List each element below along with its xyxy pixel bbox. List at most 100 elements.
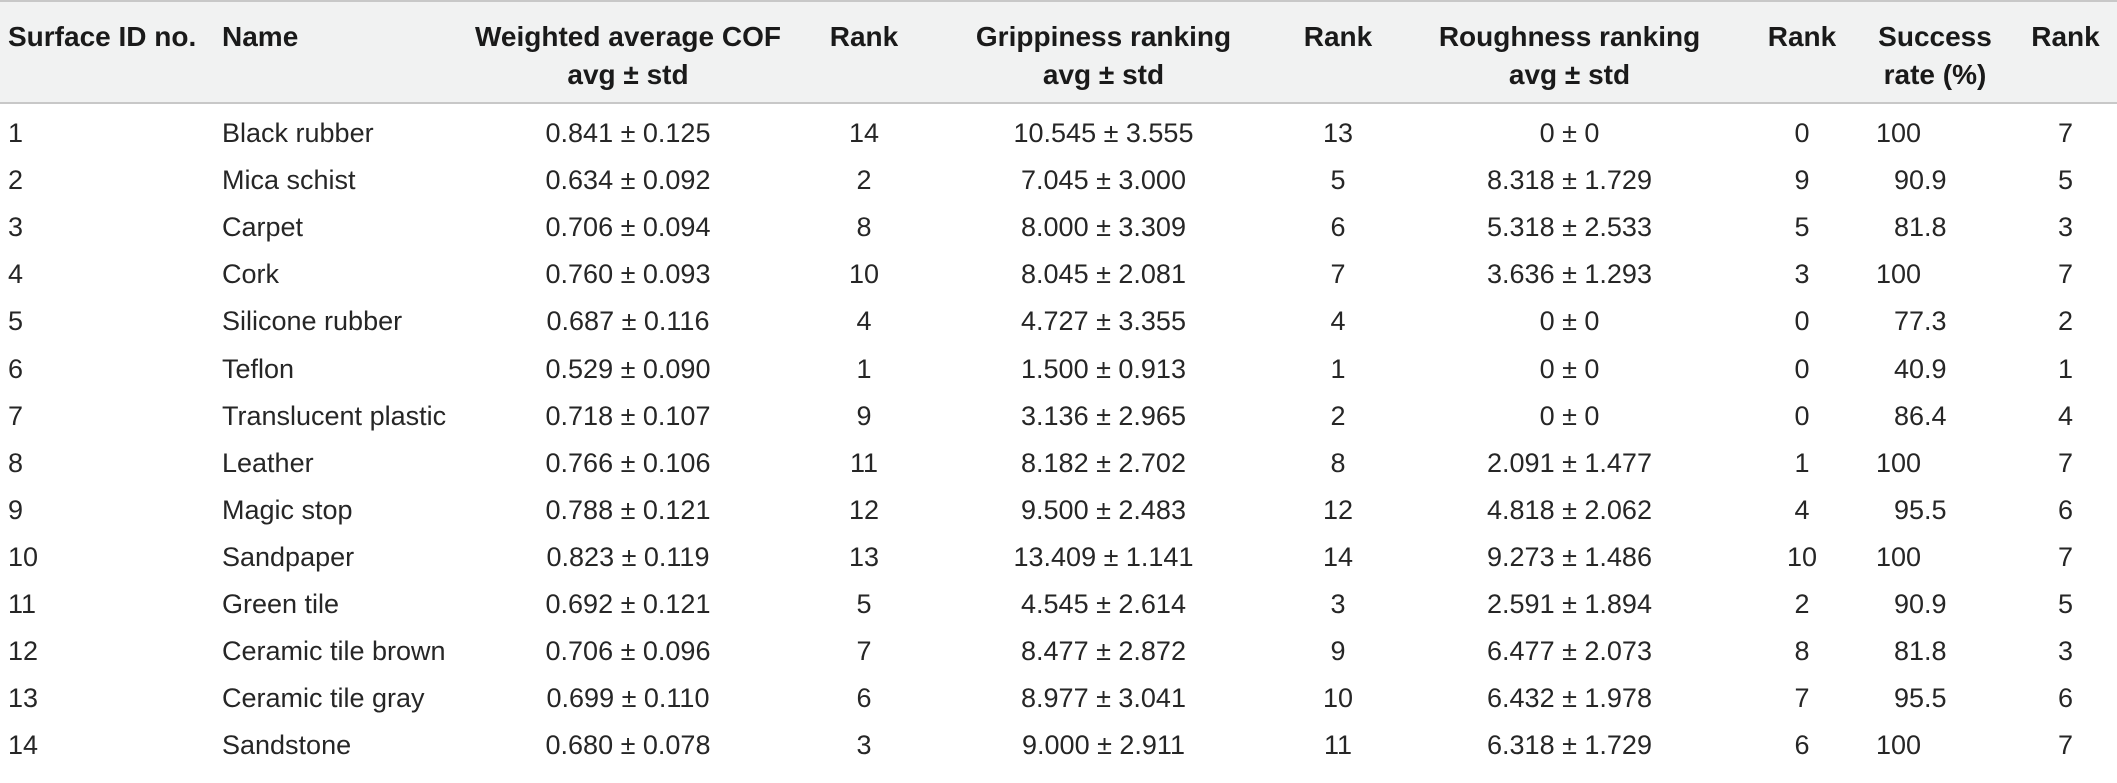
cell-rank-cof: 1 [856, 353, 872, 384]
cell-rank-rough: 0 [1794, 118, 1810, 149]
cell-rough: 0 ± 0 [1539, 400, 1600, 431]
cell-rank-rough: 7 [1794, 683, 1810, 714]
cell-grip: 8.182 ± 2.702 [1021, 447, 1186, 478]
cell-success: 86.4 [1894, 400, 1947, 431]
table-row: 8 Leather 0.766 ± 0.106 11 8.182 ± 2.702… [0, 440, 2117, 487]
cell-name: Leather [222, 447, 314, 478]
cell-surface-id: 14 [8, 730, 39, 761]
header-rough: Roughness ranking avg ± std [1391, 0, 1748, 104]
cell-rank-success: 6 [2057, 494, 2074, 525]
table-row: 2 Mica schist 0.634 ± 0.092 2 7.045 ± 3.… [0, 157, 2117, 204]
cell-rank-cof: 12 [848, 494, 880, 525]
cell-surface-id: 7 [8, 400, 24, 431]
cell-rank-success: 3 [2057, 636, 2074, 667]
cell-rank-grip: 4 [1330, 306, 1346, 337]
cell-rough: 8.318 ± 1.729 [1487, 165, 1652, 196]
cell-rank-success: 5 [2057, 588, 2074, 619]
cell-rank-rough: 6 [1794, 730, 1810, 761]
cell-grip: 4.545 ± 2.614 [1021, 588, 1186, 619]
cell-rank-grip: 13 [1322, 118, 1354, 149]
cell-grip: 8.977 ± 3.041 [1021, 683, 1186, 714]
cell-rank-success: 5 [2057, 165, 2074, 196]
cell-rough: 0 ± 0 [1539, 118, 1600, 149]
cell-rough: 6.477 ± 2.073 [1487, 636, 1652, 667]
cell-rank-grip: 6 [1330, 212, 1346, 243]
cell-rank-rough: 1 [1794, 447, 1810, 478]
cell-name: Green tile [222, 588, 340, 619]
cell-rank-cof: 3 [856, 730, 872, 761]
cell-cof: 0.680 ± 0.078 [545, 730, 711, 761]
cell-rank-cof: 8 [856, 212, 872, 243]
cell-rank-grip: 2 [1330, 400, 1346, 431]
cell-surface-id: 12 [8, 636, 39, 667]
cell-name: Ceramic tile gray [222, 683, 425, 714]
table-row: 12 Ceramic tile brown 0.706 ± 0.096 7 8.… [0, 628, 2117, 675]
cell-rank-cof: 7 [856, 636, 872, 667]
cell-rank-cof: 11 [849, 447, 879, 478]
cell-rank-grip: 7 [1330, 259, 1346, 290]
table-row: 6 Teflon 0.529 ± 0.090 1 1.500 ± 0.913 1… [0, 345, 2117, 392]
header-rough-sub: avg ± std [1508, 59, 1631, 90]
cell-rank-rough: 0 [1794, 306, 1810, 337]
cell-cof: 0.687 ± 0.116 [546, 306, 710, 337]
cell-success: 90.9 [1894, 588, 1947, 619]
cell-grip: 8.045 ± 2.081 [1021, 259, 1186, 290]
cell-surface-id: 8 [8, 447, 24, 478]
cell-success: 81.8 [1894, 212, 1947, 243]
cell-rank-grip: 9 [1330, 636, 1346, 667]
cell-rough: 2.091 ± 1.477 [1487, 447, 1652, 478]
cell-grip: 10.545 ± 3.555 [1013, 118, 1194, 149]
cell-cof: 0.634 ± 0.092 [545, 165, 711, 196]
cell-rank-grip: 5 [1330, 165, 1346, 196]
cell-rank-grip: 10 [1322, 683, 1354, 714]
cell-rank-rough: 8 [1794, 636, 1810, 667]
cell-surface-id: 1 [8, 118, 24, 149]
cell-rank-grip: 14 [1322, 541, 1354, 572]
cell-surface-id: 5 [8, 306, 24, 337]
cell-success: 100 [1876, 730, 1922, 761]
cell-name: Silicone rubber [222, 306, 403, 337]
cell-rank-success: 7 [2057, 730, 2074, 761]
cell-success: 40.9 [1894, 353, 1947, 384]
cell-rank-rough: 0 [1794, 400, 1810, 431]
cell-rank-grip: 8 [1330, 447, 1346, 478]
cell-cof: 0.823 ± 0.119 [546, 541, 710, 572]
cell-rank-rough: 3 [1794, 259, 1810, 290]
cell-cof: 0.529 ± 0.090 [545, 353, 711, 384]
table-row: 7 Translucent plastic 0.718 ± 0.107 9 3.… [0, 393, 2117, 440]
cell-rank-cof: 5 [856, 588, 872, 619]
cell-name: Cork [222, 259, 280, 290]
cell-success: 100 [1876, 118, 1922, 149]
cell-name: Sandstone [222, 730, 352, 761]
header-rank-success: Rank [2014, 0, 2117, 104]
header-grip-title: Grippiness ranking [975, 21, 1232, 52]
cell-rank-cof: 2 [856, 165, 872, 196]
table-header: Surface ID no. Name Weighted average COF… [0, 0, 2117, 104]
header-rough-title: Roughness ranking [1438, 21, 1701, 52]
cell-grip: 3.136 ± 2.965 [1021, 400, 1186, 431]
cell-rank-grip: 11 [1323, 730, 1353, 761]
cell-success: 81.8 [1894, 636, 1947, 667]
cell-cof: 0.706 ± 0.096 [545, 636, 711, 667]
cell-success: 95.5 [1894, 683, 1947, 714]
cell-cof: 0.706 ± 0.094 [545, 212, 711, 243]
cell-rank-cof: 4 [856, 306, 872, 337]
cell-rank-rough: 2 [1794, 588, 1810, 619]
cell-grip: 7.045 ± 3.000 [1021, 165, 1186, 196]
cell-name: Mica schist [222, 165, 356, 196]
cell-name: Ceramic tile brown [222, 636, 446, 667]
cell-rough: 6.432 ± 1.978 [1487, 683, 1652, 714]
cell-rank-grip: 1 [1330, 353, 1346, 384]
cell-rank-rough: 4 [1794, 494, 1810, 525]
cell-grip: 4.727 ± 3.355 [1021, 306, 1186, 337]
cell-rank-success: 7 [2057, 118, 2074, 149]
cell-rank-success: 7 [2057, 259, 2074, 290]
cell-rank-success: 6 [2057, 683, 2074, 714]
cell-rank-rough: 9 [1794, 165, 1810, 196]
table-row: 14 Sandstone 0.680 ± 0.078 3 9.000 ± 2.9… [0, 722, 2117, 769]
cell-name: Translucent plastic [222, 400, 447, 431]
table-row: 11 Green tile 0.692 ± 0.121 5 4.545 ± 2.… [0, 581, 2117, 628]
cell-rough: 3.636 ± 1.293 [1487, 259, 1652, 290]
